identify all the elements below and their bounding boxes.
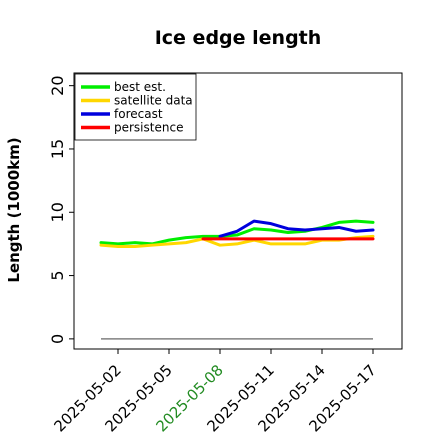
x-axis: 2025-05-022025-05-052025-05-082025-05-11… <box>50 349 380 435</box>
y-tick-label: 5 <box>48 270 67 280</box>
legend-label: satellite data <box>114 94 193 108</box>
y-tick-label: 10 <box>48 202 67 222</box>
plot-area <box>73 72 403 350</box>
legend-label: forecast <box>114 107 163 121</box>
series-line-best-est- <box>99 219 375 246</box>
y-axis: 0 5 10 15 20 <box>48 75 74 344</box>
legend: best est.satellite dataforecastpersisten… <box>74 73 197 141</box>
y-tick-label: 0 <box>48 334 67 344</box>
y-axis-label: Length (1000km) <box>5 137 23 282</box>
series-layer <box>99 219 375 340</box>
y-tick-label: 20 <box>48 75 67 95</box>
legend-label: persistence <box>114 121 183 135</box>
series-line-forecast <box>218 219 375 238</box>
y-tick-label: 15 <box>48 139 67 159</box>
legend-label: best est. <box>114 80 166 94</box>
chart-title: Ice edge length <box>155 27 322 49</box>
